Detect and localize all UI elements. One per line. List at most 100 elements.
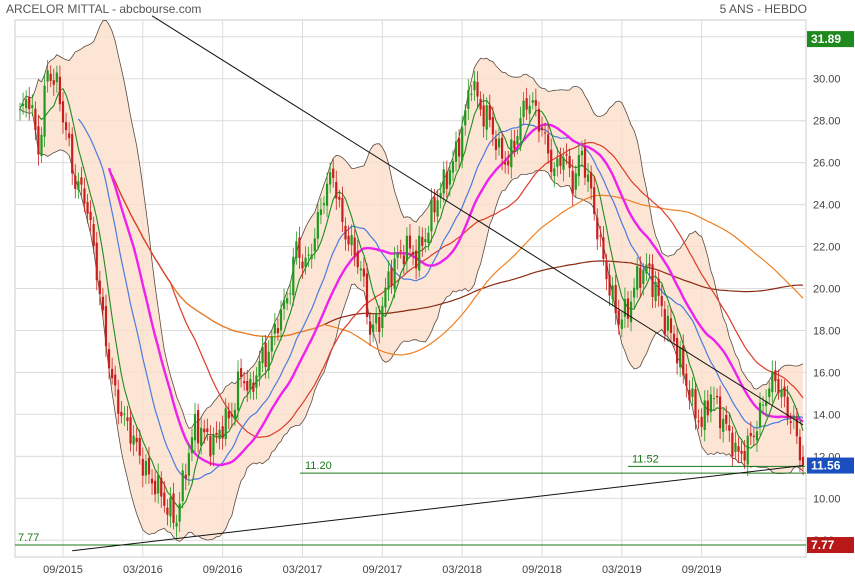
- candle-body: [586, 174, 590, 182]
- candle-body: [31, 105, 34, 109]
- candle-body: [725, 414, 728, 424]
- candle-body: [700, 416, 703, 427]
- y-tick-label: 14.00: [813, 409, 841, 421]
- candle-body: [617, 310, 620, 325]
- candle-body: [467, 90, 470, 109]
- candle-body: [40, 134, 43, 157]
- candle-body: [141, 458, 144, 476]
- ma-50-line: [111, 141, 804, 438]
- candle-body: [147, 458, 151, 475]
- candle-body: [212, 434, 215, 455]
- candle-body: [101, 296, 105, 311]
- candle-body: [516, 136, 519, 145]
- candle-body: [709, 394, 712, 413]
- x-tick-label: 03/2019: [602, 564, 642, 576]
- support-label: 11.52: [632, 453, 659, 465]
- candle-body: [427, 232, 430, 243]
- candle-body: [282, 299, 286, 310]
- candle-body: [350, 235, 353, 246]
- candle-body: [344, 225, 347, 240]
- candle-body: [457, 137, 461, 157]
- candle-body: [562, 157, 565, 170]
- candle-body: [196, 410, 200, 444]
- candle-body: [451, 161, 455, 173]
- candle-body: [445, 172, 448, 189]
- candle-body: [494, 138, 498, 150]
- candle-body: [92, 224, 95, 247]
- candle-body: [313, 238, 316, 252]
- candle-body: [89, 211, 92, 221]
- candle-body: [129, 417, 132, 444]
- candle-body: [571, 170, 574, 194]
- candle-body: [734, 442, 737, 453]
- candle-body: [203, 428, 206, 433]
- candle-body: [34, 108, 37, 131]
- candle-body: [64, 122, 68, 131]
- candle-body: [565, 154, 568, 156]
- candle-body: [755, 431, 759, 441]
- ma-30-line: [107, 123, 804, 467]
- candle-body: [138, 437, 141, 456]
- x-tick-label: 09/2019: [682, 564, 722, 576]
- candle-body: [611, 285, 614, 299]
- candle-body: [28, 96, 31, 110]
- candle-body: [448, 169, 451, 185]
- candle-body: [642, 269, 645, 285]
- candle-body: [780, 389, 783, 398]
- candle-body: [298, 237, 301, 258]
- candle-body: [181, 470, 184, 502]
- candle-body: [276, 328, 280, 334]
- candle-body: [80, 177, 83, 185]
- candle-body: [648, 263, 651, 267]
- candle-body: [439, 193, 442, 197]
- price-tag-label: 31.89: [811, 32, 841, 46]
- x-tick-label: 03/2016: [123, 564, 163, 576]
- candle-body: [132, 435, 135, 445]
- candle-body: [476, 82, 479, 97]
- candle-body: [117, 389, 120, 414]
- candle-body: [623, 299, 627, 317]
- candle-body: [200, 427, 203, 446]
- candle-body: [550, 149, 553, 173]
- candle-body: [577, 154, 580, 177]
- candle-body: [332, 168, 335, 178]
- candle-body: [636, 266, 639, 290]
- bollinger-lower: [19, 108, 804, 542]
- candle-body: [436, 200, 439, 217]
- candle-body: [184, 474, 187, 479]
- candle-body: [663, 309, 666, 335]
- candle-body: [774, 370, 777, 382]
- candle-body: [688, 389, 691, 401]
- candle-body: [126, 417, 129, 421]
- candle-body: [252, 382, 255, 392]
- candle-body: [77, 181, 80, 191]
- candle-body: [715, 395, 719, 398]
- candle-body: [243, 381, 246, 384]
- candle-body: [190, 437, 194, 454]
- candle-body: [691, 388, 694, 397]
- candle-body: [368, 321, 372, 335]
- candle-body: [71, 134, 74, 174]
- candle-body: [356, 251, 359, 268]
- candle-body: [633, 287, 636, 298]
- candle-body: [405, 235, 408, 262]
- candle-body: [160, 478, 163, 497]
- candle-body: [470, 93, 473, 95]
- candle-body: [626, 298, 630, 319]
- candle-body: [507, 160, 510, 166]
- candle-body: [743, 450, 746, 461]
- candle-body: [740, 450, 743, 454]
- candle-body: [408, 235, 412, 249]
- ma-20-line: [77, 118, 804, 481]
- candle-body: [292, 256, 295, 296]
- candle-body: [233, 409, 237, 420]
- candle-body: [83, 188, 86, 204]
- candle-body: [504, 162, 507, 165]
- candle-body: [362, 268, 366, 277]
- y-tick-label: 24.00: [813, 200, 841, 212]
- candle-body: [672, 333, 676, 342]
- candle-body: [325, 183, 329, 206]
- candle-body: [510, 139, 513, 168]
- candle-body: [574, 173, 577, 190]
